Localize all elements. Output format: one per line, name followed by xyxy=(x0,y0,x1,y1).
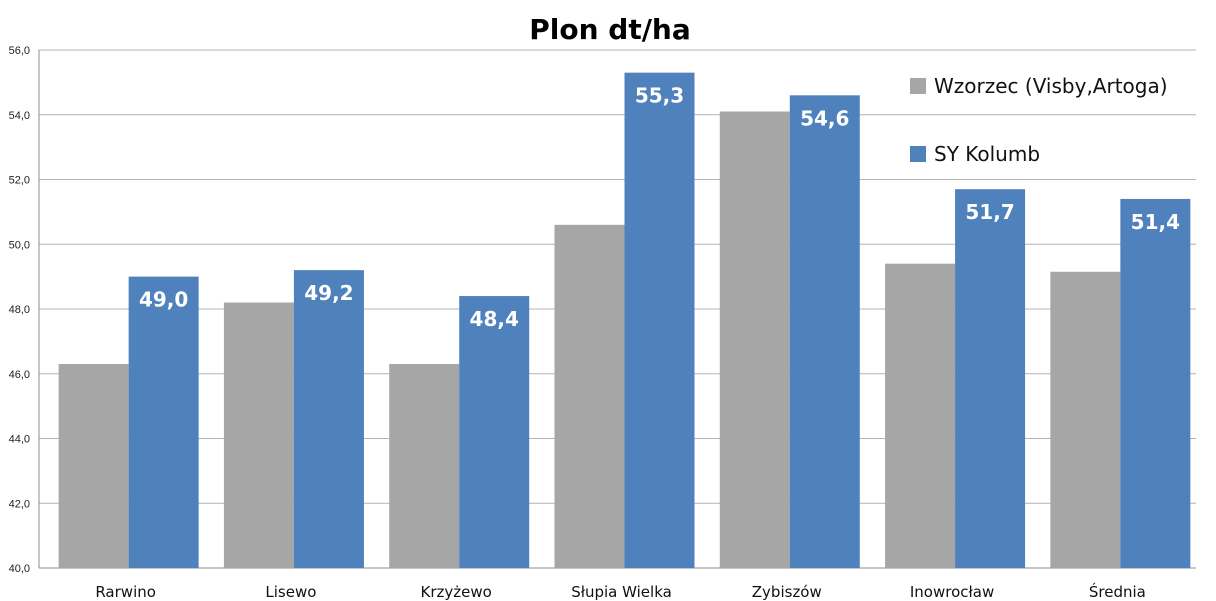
y-tick-label: 56,0 xyxy=(9,45,30,57)
legend-label: SY Kolumb xyxy=(934,142,1040,166)
bar-wzorzec xyxy=(58,364,129,568)
bar-sy-kolumb xyxy=(1120,198,1191,569)
x-category-label: Średnia xyxy=(1089,582,1146,601)
y-tick-label: 54,0 xyxy=(9,110,30,122)
bar-sy-kolumb xyxy=(789,95,860,568)
bar-sy-kolumb xyxy=(459,296,530,568)
data-label: 55,3 xyxy=(635,84,684,108)
bar-sy-kolumb xyxy=(128,276,199,568)
x-category-label: Zybiszów xyxy=(752,583,822,601)
y-tick-label: 40,0 xyxy=(9,563,30,575)
x-axis-categories: Rarwino Lisewo Krzyżewo Słupia Wielka Zybisz… xyxy=(95,582,1145,601)
bar-wzorzec xyxy=(389,364,460,568)
y-tick-label: 46,0 xyxy=(9,369,30,381)
y-tick-label: 52,0 xyxy=(9,175,30,187)
bar-wzorzec xyxy=(223,302,294,568)
legend-swatch xyxy=(910,78,926,94)
x-category-label: Lisewo xyxy=(265,583,316,601)
x-category-label: Inowrocław xyxy=(910,583,994,601)
x-category-label: Słupia Wielka xyxy=(571,583,672,601)
data-label: 49,2 xyxy=(304,281,353,305)
x-category-label: Krzyżewo xyxy=(421,583,492,601)
data-labels: 49,0 49,2 48,4 55,3 54,6 51,7 51,4 xyxy=(139,84,1180,331)
data-label: 51,7 xyxy=(965,200,1014,224)
legend-swatch xyxy=(910,146,926,162)
bars xyxy=(58,72,1191,569)
y-tick-label: 42,0 xyxy=(9,498,30,510)
bar-sy-kolumb xyxy=(293,270,364,568)
bar-wzorzec xyxy=(1050,271,1121,568)
y-tick-label: 50,0 xyxy=(9,239,30,251)
bar-sy-kolumb xyxy=(955,189,1026,568)
y-axis-ticks: 40,0 42,0 44,0 46,0 48,0 50,0 52,0 54,0 56,0 xyxy=(9,45,30,575)
data-label: 51,4 xyxy=(1131,210,1180,234)
data-label: 49,0 xyxy=(139,288,188,312)
x-category-label: Rarwino xyxy=(95,583,156,601)
chart-title: Plon dt/ha xyxy=(529,13,691,46)
y-tick-label: 44,0 xyxy=(9,434,30,446)
y-tick-label: 48,0 xyxy=(9,304,30,316)
bar-wzorzec xyxy=(885,263,956,568)
bar-wzorzec xyxy=(554,224,625,568)
legend-label: Wzorzec (Visby,Artoga) xyxy=(934,74,1168,98)
bar-wzorzec xyxy=(719,111,790,568)
data-label: 54,6 xyxy=(800,106,849,130)
bar-sy-kolumb xyxy=(624,72,695,568)
data-label: 48,4 xyxy=(470,307,519,331)
legend: Wzorzec (Visby,Artoga) SY Kolumb xyxy=(910,74,1168,166)
